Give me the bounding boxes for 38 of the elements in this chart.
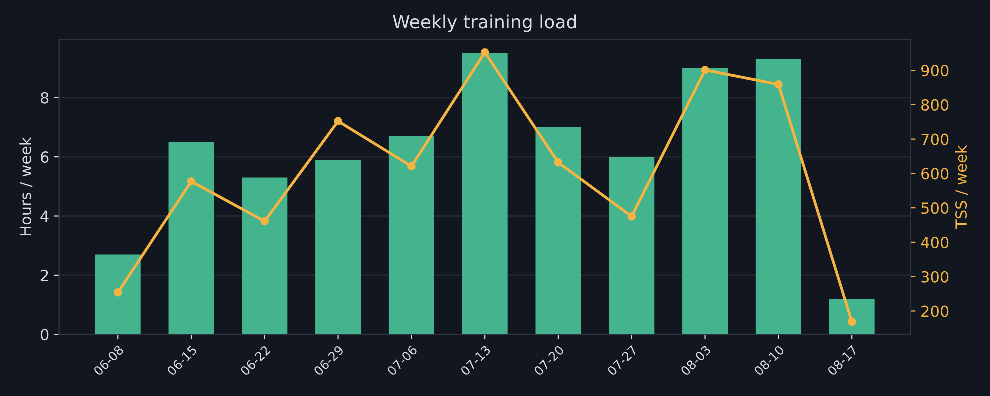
bar [536, 127, 582, 335]
bar [388, 136, 434, 335]
y-tick-label: 2 [41, 270, 48, 282]
y2-tick-label: 300 [922, 271, 949, 283]
y-tick-label: 6 [41, 152, 49, 164]
bar [242, 178, 288, 335]
chart-title: Weekly training load [393, 14, 576, 32]
point [334, 117, 342, 126]
bar [316, 160, 362, 335]
y-tick-label: 4 [40, 210, 49, 222]
point [774, 80, 783, 89]
bar [829, 299, 875, 335]
y2-tick-label: 600 [922, 168, 949, 180]
point [408, 162, 416, 171]
bar [462, 54, 508, 335]
y2-axis-title: TSS / week [955, 145, 968, 230]
y2-tick-label: 800 [922, 99, 949, 111]
point [260, 217, 270, 226]
bar [756, 59, 802, 335]
y2-tick-label: 900 [921, 65, 949, 77]
y2-tick-label: 700 [922, 134, 949, 146]
y2-tick-label: 400 [921, 236, 949, 248]
y-tick-label: 8 [40, 92, 49, 104]
bar [168, 142, 214, 335]
point [554, 158, 563, 167]
point [628, 212, 636, 221]
y-tick-label: 0 [40, 329, 49, 341]
point [480, 48, 490, 57]
bar [682, 68, 728, 335]
y-axis-title: Hours / week [20, 137, 33, 236]
y2-tick-label: 500 [922, 202, 949, 214]
y2-tick-label: 200 [922, 306, 949, 318]
point [848, 318, 856, 326]
bar [609, 157, 655, 335]
bar [95, 254, 141, 335]
point [187, 177, 196, 186]
point [114, 288, 122, 297]
point [701, 66, 710, 74]
